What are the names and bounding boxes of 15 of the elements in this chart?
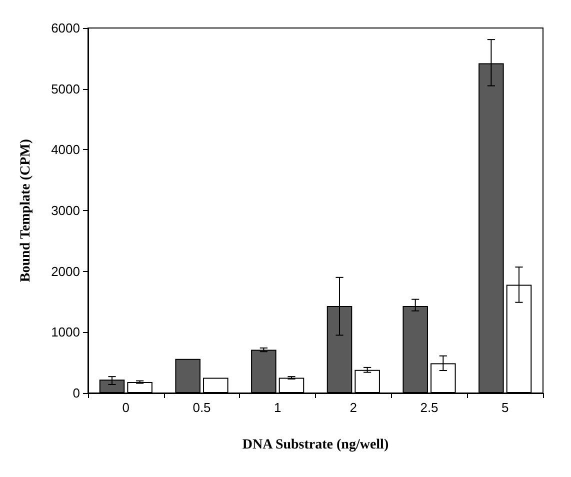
y-tick-label: 0 (72, 386, 80, 400)
y-axis-title: Bound Template (CPM) (18, 138, 34, 282)
x-tick-label: 0 (122, 400, 130, 415)
x-tick-label: 0.5 (192, 400, 211, 415)
x-axis-title: DNA Substrate (ng/well) (242, 438, 389, 452)
x-tick-label: 2.5 (420, 400, 438, 415)
y-tick-label: 4000 (51, 142, 80, 158)
x-tick-label: 5 (501, 400, 509, 415)
y-tick-label: 2000 (51, 264, 80, 279)
y-tick-label: 1000 (51, 324, 80, 340)
y-tick-label: 6000 (51, 20, 80, 36)
x-tick-label: 2 (350, 400, 358, 415)
x-tick-label: 1 (274, 400, 282, 415)
y-tick-label: 5000 (51, 81, 80, 96)
y-tick-label: 3000 (51, 203, 80, 218)
